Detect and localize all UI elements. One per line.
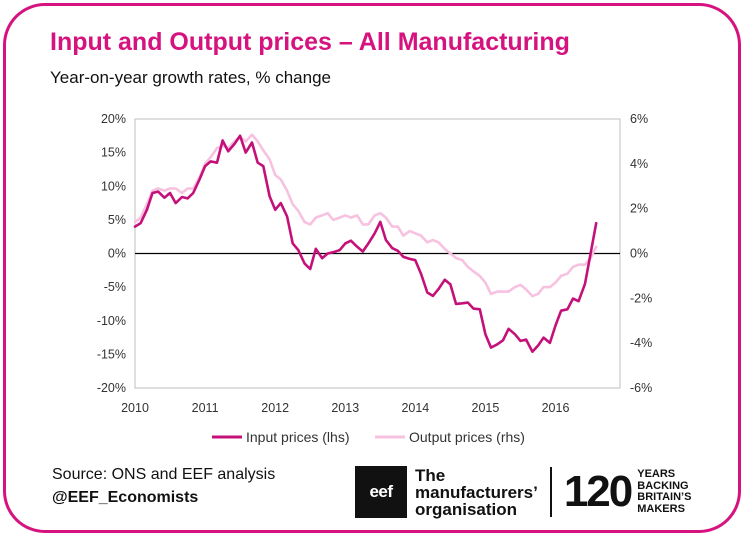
- x-tick-label: 2014: [401, 401, 429, 415]
- y-right-tick-label: -4%: [630, 336, 652, 350]
- org-line-1: The: [415, 465, 446, 485]
- years-tagline: YEARS BACKING BRITAIN’S MAKERS: [637, 468, 692, 515]
- tagline-line-3: BRITAIN’S: [637, 491, 692, 503]
- chart-subtitle: Year-on-year growth rates, % change: [50, 68, 331, 87]
- input-prices-line: [133, 134, 598, 354]
- source-note: Source: ONS and EEF analysis: [52, 466, 276, 483]
- twitter-handle: @EEF_Economists: [52, 489, 199, 506]
- y-left-tick-label: -10%: [97, 314, 126, 328]
- chart-axes: 20% 15% 10% 5% 0% -5% -10% -15% -20% 6% 4% 2% 0% -2% -…: [97, 112, 652, 415]
- chart-legend: Input prices (lhs) Output prices (rhs): [212, 429, 525, 445]
- y-left-tick-label: 20%: [101, 112, 126, 126]
- x-tick-label: 2012: [261, 401, 289, 415]
- org-line-2: manufacturers’: [415, 482, 538, 502]
- tagline-line-1: YEARS: [637, 468, 676, 480]
- x-tick-label: 2015: [472, 401, 500, 415]
- output-prices-line: [133, 133, 598, 298]
- y-right-tick-label: -2%: [630, 291, 652, 305]
- legend-input-prices-label: Input prices (lhs): [246, 429, 349, 445]
- y-left-tick-label: 0%: [108, 247, 126, 261]
- years-number: 120: [563, 467, 633, 516]
- legend-output-prices-label: Output prices (rhs): [409, 429, 525, 445]
- chart-title: Input and Output prices – All Manufactur…: [50, 28, 570, 56]
- x-tick-label: 2013: [331, 401, 359, 415]
- x-tick-label: 2016: [542, 401, 570, 415]
- eef-logo-box: eef: [355, 466, 407, 518]
- y-left-tick-label: -15%: [97, 347, 126, 361]
- y-left-tick-label: -20%: [97, 381, 126, 395]
- y-left-tick-label: -5%: [104, 280, 126, 294]
- y-right-tick-label: 6%: [630, 112, 648, 126]
- y-left-tick-label: 5%: [108, 213, 126, 227]
- logo-divider: [549, 467, 552, 517]
- org-line-3: organisation: [415, 499, 518, 519]
- chart-series: [133, 133, 598, 354]
- eef-logo: eef The manufacturers’ organisation 120 …: [355, 466, 691, 518]
- y-right-tick-label: 0%: [630, 247, 648, 261]
- y-left-tick-label: 10%: [101, 179, 126, 193]
- eef-organisation-name: The manufacturers’ organisation: [415, 467, 538, 518]
- y-right-tick-label: 2%: [630, 202, 648, 216]
- x-tick-label: 2010: [121, 401, 149, 415]
- y-left-tick-label: 15%: [101, 146, 126, 160]
- x-tick-label: 2011: [192, 401, 219, 415]
- y-right-tick-label: 4%: [630, 157, 648, 171]
- y-right-tick-label: -6%: [630, 381, 652, 395]
- tagline-line-2: BACKING: [637, 479, 689, 492]
- tagline-line-4: MAKERS: [637, 502, 685, 515]
- card-frame: [3, 3, 741, 533]
